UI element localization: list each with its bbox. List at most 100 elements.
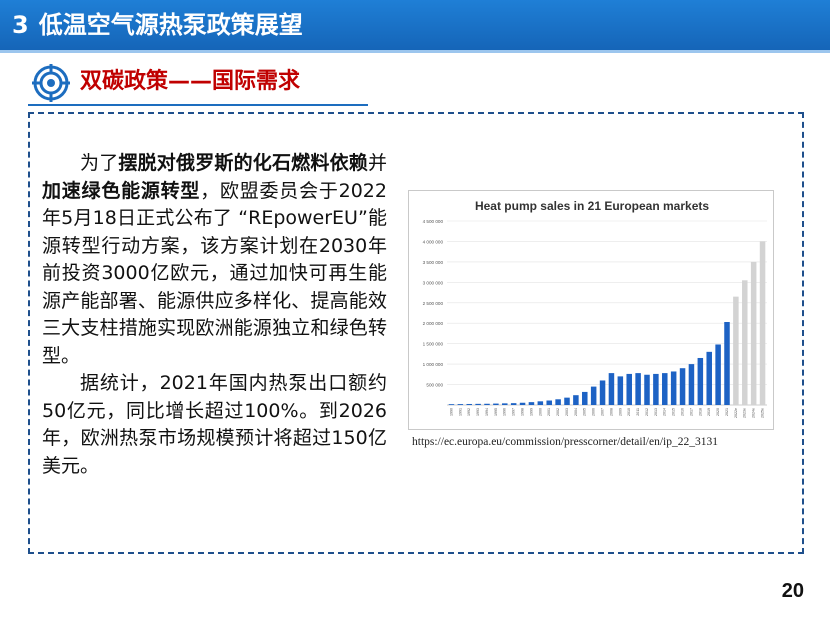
bar-2022e [733,296,739,405]
y-tick-label: 4 000 000 [423,239,444,244]
x-tick-label: 2014 [663,408,667,416]
bar-2004 [573,395,579,405]
bar-2000 [537,401,544,405]
bar-1998 [519,402,526,405]
x-tick-label: 2007 [601,408,605,416]
bar-chart: 500 000 1 000 000 1 500 000 2 000 000 2 500 … [423,219,767,418]
bar-2023e [742,280,748,405]
chart-frame: Heat pump sales in 21 European markets 5… [408,190,774,430]
x-tick-label: 2020 [716,408,720,416]
bar-2025e [759,241,766,405]
y-tick-label: 500 000 [426,383,443,388]
x-tick-label: 2001 [547,408,551,416]
x-tick-label: 2023e [743,408,747,418]
bar-2021 [724,322,730,405]
bar-2006 [590,386,597,405]
bar-2003 [564,397,570,405]
x-tick-label: 2019 [707,408,711,416]
subsection-title: 双碳政策——国际需求 [80,69,301,94]
content-frame [28,112,804,554]
bar-1995 [493,403,499,405]
bar-2013 [653,373,659,405]
target-icon [32,64,70,102]
x-tick-label: 1999 [529,408,533,416]
x-tick-label: 1995 [494,408,498,416]
x-tick-label: 1997 [512,408,516,416]
x-tick-label: 2022e [734,408,738,418]
x-tick-label: 2015 [672,408,676,416]
bar-2024e [750,261,757,405]
y-tick-label: 3 000 000 [423,280,444,285]
x-tick-label: 2021 [725,408,729,416]
y-tick-label: 1 000 000 [423,362,444,367]
x-tick-label: 2011 [636,408,640,416]
x-tick-label: 2002 [556,408,560,416]
x-tick-label: 2010 [627,408,631,416]
paragraph-2: 据统计，2021年国内热泵出口额约50亿元，同比增长超过100%。到2026年，… [42,372,387,477]
chart-title: Heat pump sales in 21 European markets [474,199,710,213]
paragraph-1: 为了摆脱对俄罗斯的化石燃料依赖并加速绿色能源转型，欧盟委员会于2022年5月18… [42,150,387,370]
p1-text-c: ，欧盟委员会于2022年5月18日正式公布了 “REpowerEU”能源转型行动… [42,179,387,367]
bar-2019 [706,351,712,405]
bar-2009 [617,376,624,405]
y-tick-label: 4 500 000 [423,219,444,224]
x-tick-label: 2012 [645,408,649,416]
y-tick-label: 1 500 000 [423,342,444,347]
p1-text-b: 并 [367,152,387,174]
bar-1999 [528,402,535,405]
x-tick-label: 2000 [538,408,542,416]
y-tick-label: 2 000 000 [423,321,444,326]
bar-1994 [484,403,490,405]
bar-2007 [599,380,606,405]
bar-2011 [635,373,641,405]
bar-1990 [448,404,455,405]
x-tick-label: 2004 [574,408,578,416]
bar-2008 [608,373,615,405]
page-number: 20 [781,580,804,602]
header-accent-line [0,50,830,53]
bar-2012 [644,374,650,405]
bar-2002 [555,399,561,405]
x-tick-label: 2017 [689,408,693,416]
header-bar [0,0,830,50]
p1-bold-b: 加速绿色能源转型 [42,179,201,202]
bar-1993 [475,403,481,405]
bar-1997 [510,403,517,405]
x-tick-label: 1991 [458,408,462,416]
section-number: 3 [12,11,29,39]
y-tick-label: 2 500 000 [423,301,444,306]
bar-2016 [679,368,686,405]
bar-1996 [502,403,508,405]
x-tick-label: 1990 [449,408,453,416]
body-text: 为了摆脱对俄罗斯的化石燃料依赖并加速绿色能源转型，欧盟委员会于2022年5月18… [42,150,387,480]
bar-1992 [466,403,472,405]
bar-2010 [626,373,632,405]
x-tick-label: 2005 [583,408,587,416]
source-url: https://ec.europa.eu/commission/presscor… [412,436,718,448]
bar-2018 [697,357,704,405]
section-title: 低温空气源热泵政策展望 [38,11,303,39]
x-tick-label: 2016 [681,408,685,416]
p1-text-a: 为了 [80,152,119,174]
bar-2015 [670,371,677,405]
bar-2014 [662,373,668,405]
x-tick-label: 1996 [503,408,507,416]
x-tick-label: 2006 [592,408,596,416]
x-tick-label: 2013 [654,408,658,416]
x-tick-label: 1992 [467,408,471,416]
subsection-underline [28,104,368,106]
page-title: 3 低温空气源热泵政策展望 [12,8,303,42]
x-tick-label: 1993 [476,408,480,416]
x-tick-label: 2008 [609,408,613,416]
bar-2001 [546,400,552,405]
x-tick-label: 2024e [752,408,756,418]
bar-2020 [715,344,721,405]
bar-1991 [457,404,464,405]
y-tick-label: 3 500 000 [423,260,444,265]
x-tick-label: 2018 [698,408,702,416]
bar-2005 [582,391,588,405]
x-tick-label: 2009 [618,408,622,416]
x-tick-label: 2003 [565,408,569,416]
bar-2017 [688,364,695,405]
p1-bold-a: 摆脱对俄罗斯的化石燃料依赖 [118,152,368,174]
